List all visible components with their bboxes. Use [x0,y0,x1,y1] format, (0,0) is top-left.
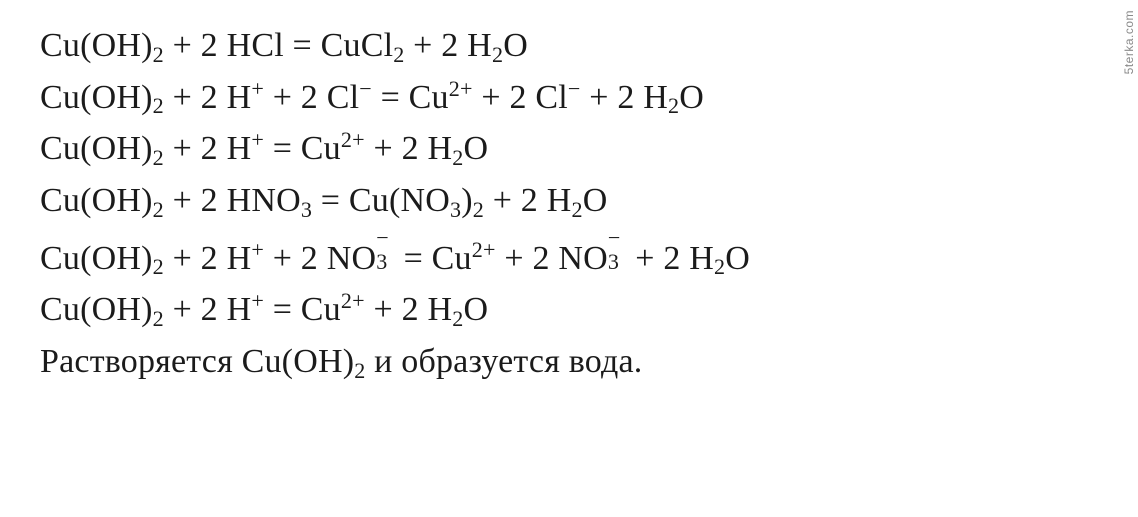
equation-6: Cu(OH)2 + 2 H+ = Cu2+ + 2 H2O [40,292,1138,328]
superscript: 2+ [341,127,365,152]
superscript: − [359,76,372,101]
superscript: + [251,76,264,101]
subscript: 2 [452,145,463,170]
text: + 2 [264,79,318,116]
text: Cu(OH) [40,130,153,167]
superscript: − [608,227,621,249]
text: и образуется вода. [365,343,642,380]
subscript: 2 [714,254,725,279]
text: Cu(OH) [40,27,153,64]
text: + 2 [164,79,218,116]
text: O [464,130,489,167]
subscript: 3 [301,197,312,222]
text: O [583,182,608,219]
text: + 2 [473,79,527,116]
subscript: 2 [153,197,164,222]
text: Cl [527,79,568,116]
subscript: 3 [608,251,619,273]
text: H [419,130,452,167]
text: = Cu [395,240,472,277]
text: + 2 [404,27,458,64]
text: + 2 [484,182,538,219]
text: + 2 [627,240,681,277]
text: Растворяется Cu(OH) [40,343,354,380]
text: + 2 [164,27,218,64]
text: O [464,291,489,328]
subscript: 2 [153,145,164,170]
subscript: 2 [153,93,164,118]
text: Cu(OH) [40,291,153,328]
equation-1: Cu(OH)2 + 2 HCl = CuCl2 + 2 H2O [40,28,1138,64]
text: + 2 [164,291,218,328]
text: H [538,182,571,219]
page: Cu(OH)2 + 2 HCl = CuCl2 + 2 H2O Cu(OH)2 … [0,0,1138,517]
subscript: 2 [668,93,679,118]
superscript: 2+ [472,237,496,262]
equation-5: Cu(OH)2 + 2 H+ + 2 NO−3 = Cu2+ + 2 NO−3 … [40,235,1138,277]
text: Cu(OH) [40,182,153,219]
subscript: 3 [450,197,461,222]
text: Cu(OH) [40,240,153,277]
text: + 2 [164,130,218,167]
text: NO [318,240,376,277]
text: + 2 [496,240,550,277]
stack-sub-sup: −3 [376,235,395,269]
stack-sub-sup: −3 [608,235,627,269]
equation-2: Cu(OH)2 + 2 H+ + 2 Cl− = Cu2+ + 2 Cl− + … [40,80,1138,116]
superscript: + [251,288,264,313]
text: H [218,240,251,277]
text: + 2 [581,79,635,116]
subscript: 2 [473,197,484,222]
subscript: 2 [153,42,164,67]
subscript: 2 [492,42,503,67]
superscript: + [251,127,264,152]
subscript: 2 [153,254,164,279]
text: + 2 [264,240,318,277]
text: H [681,240,714,277]
text: = Cu [264,291,341,328]
text: H [218,79,251,116]
text: H [635,79,668,116]
text: + 2 [365,130,419,167]
text: O [503,27,528,64]
text: H [419,291,452,328]
text: = Cu(NO [312,182,450,219]
text: H [218,291,251,328]
text: = Cu [264,130,341,167]
text: O [679,79,704,116]
superscript: − [376,227,389,249]
equation-4: Cu(OH)2 + 2 HNO3 = Cu(NO3)2 + 2 H2O [40,183,1138,219]
text: + 2 [164,182,218,219]
caption-line: Растворяется Cu(OH)2 и образуется вода. [40,344,1138,380]
text: H [218,130,251,167]
text: H [458,27,491,64]
superscript: + [251,237,264,262]
text: O [725,240,750,277]
text: HCl = CuCl [218,27,393,64]
subscript: 2 [571,197,582,222]
superscript: − [568,76,581,101]
text: + 2 [365,291,419,328]
subscript: 2 [393,42,404,67]
watermark-text: 5terka.com [1122,10,1136,74]
subscript: 2 [354,358,365,383]
text: + 2 [164,240,218,277]
text: HNO [218,182,301,219]
text: NO [550,240,608,277]
superscript: 2+ [449,76,473,101]
text: Cu(OH) [40,79,153,116]
subscript: 3 [376,251,387,273]
text: = Cu [372,79,449,116]
text: ) [461,182,473,219]
subscript: 2 [452,306,463,331]
text: Cl [318,79,359,116]
superscript: 2+ [341,288,365,313]
subscript: 2 [153,306,164,331]
equation-3: Cu(OH)2 + 2 H+ = Cu2+ + 2 H2O [40,131,1138,167]
